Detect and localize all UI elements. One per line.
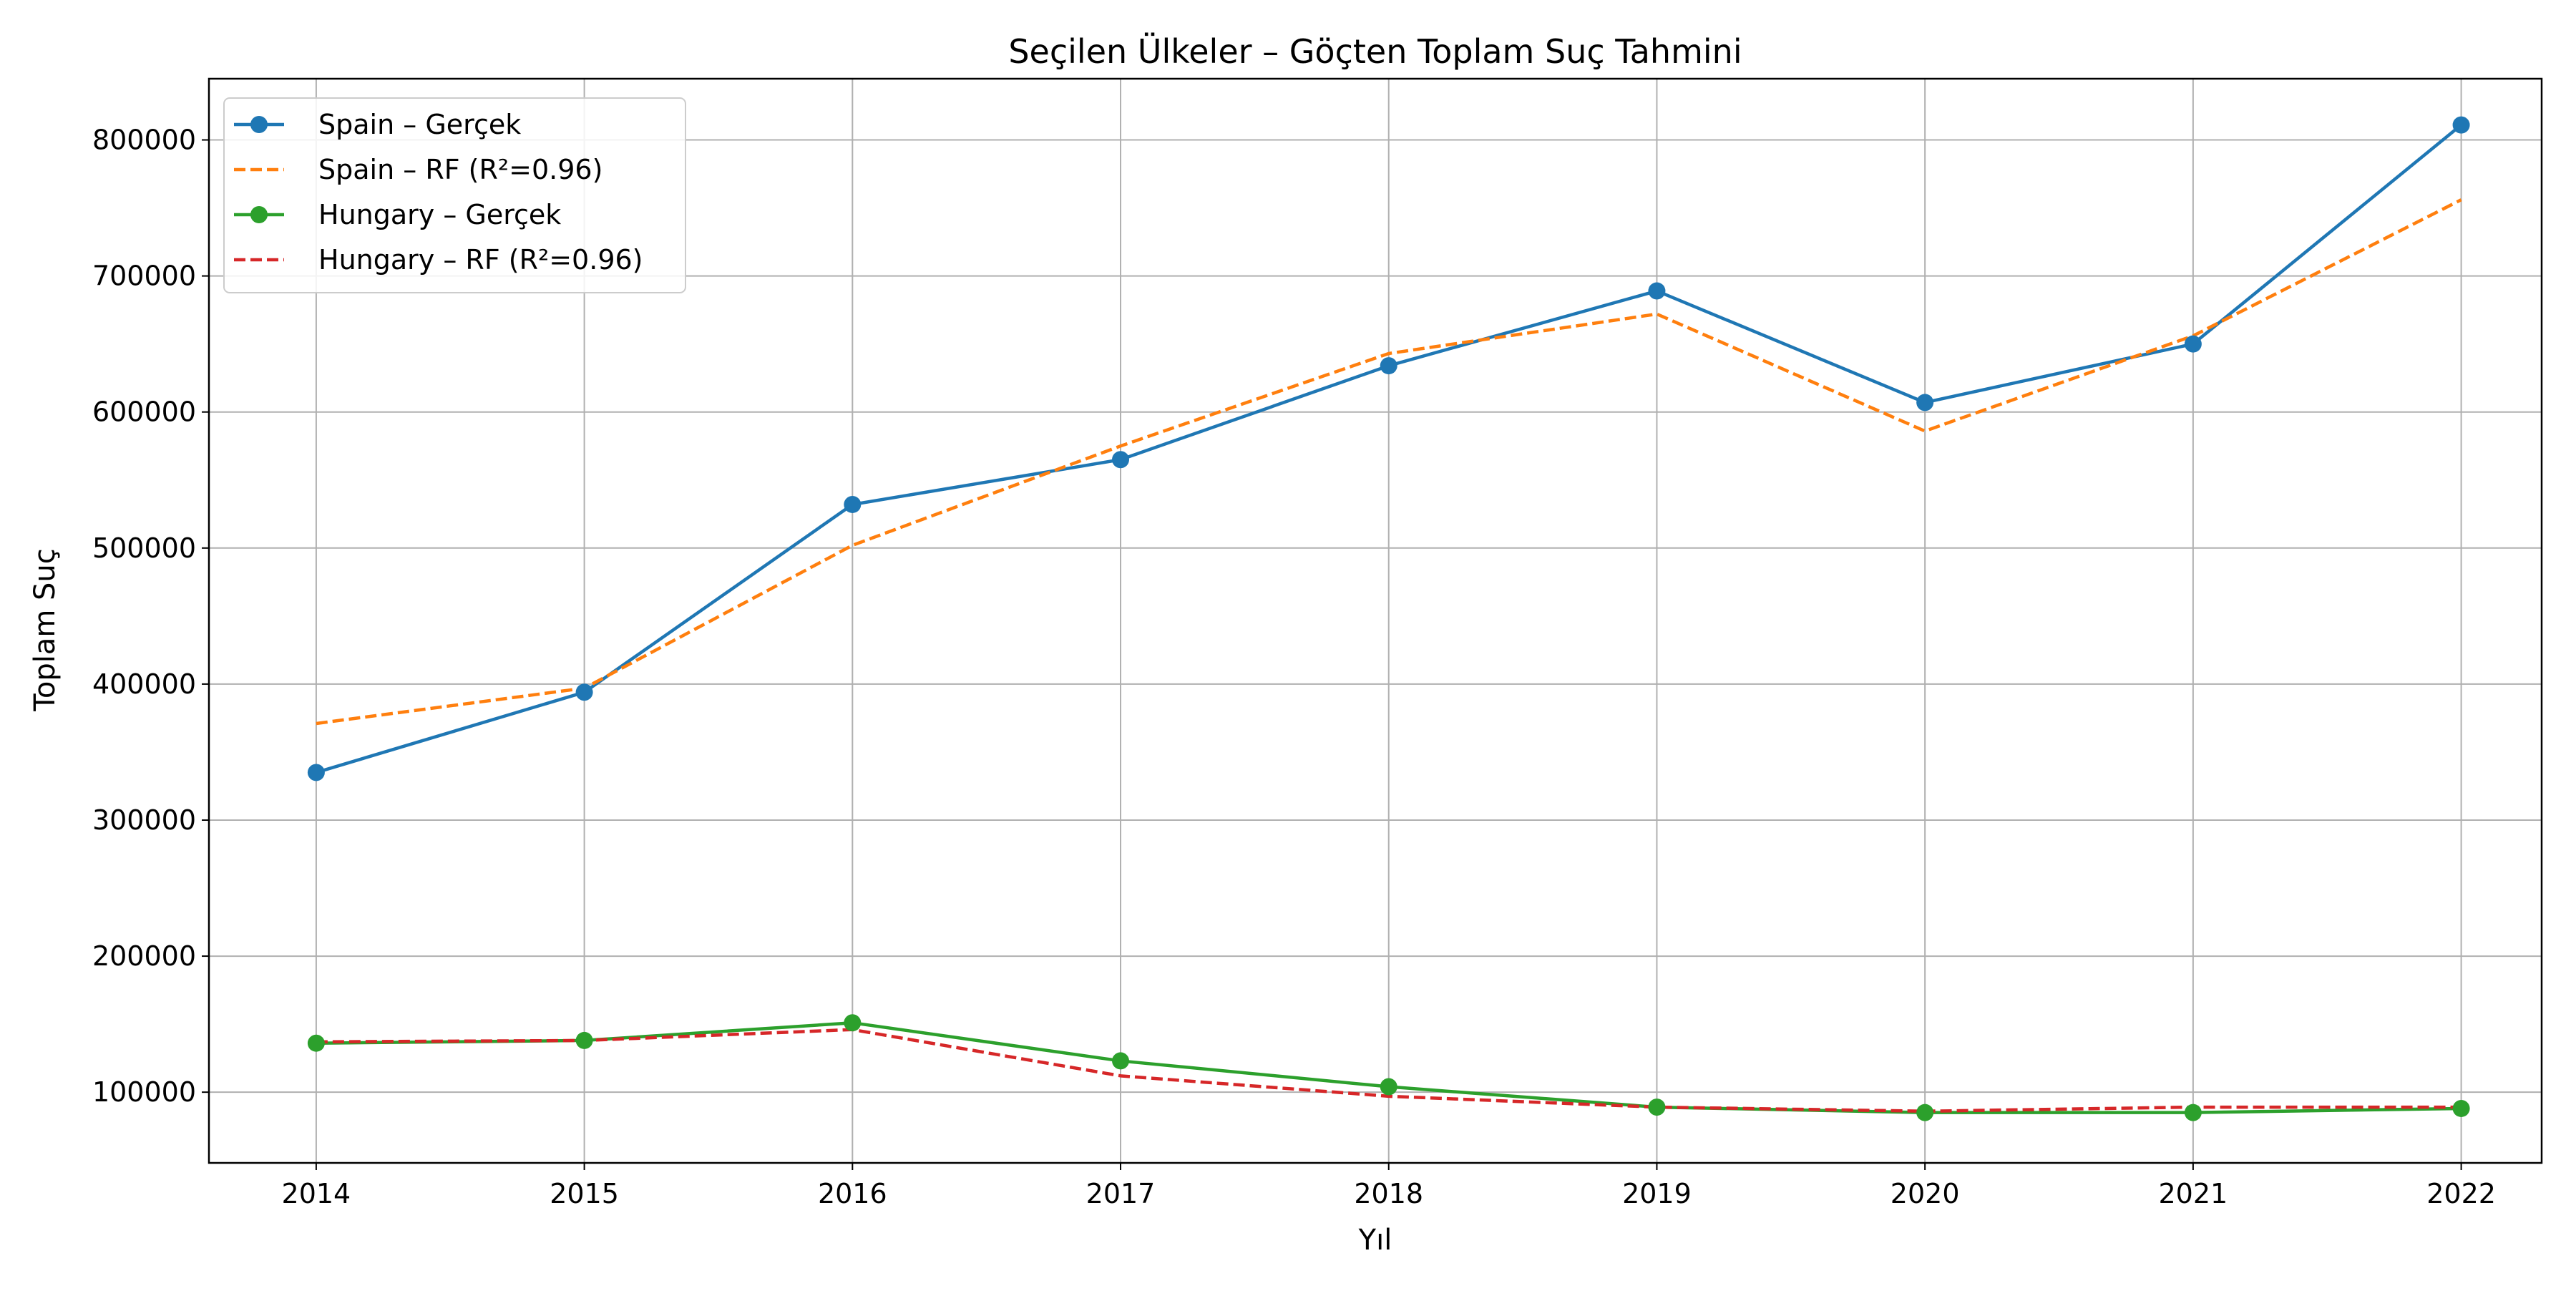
- grid-lines: [209, 79, 2542, 1163]
- legend-label: Spain – Gerçek: [318, 109, 521, 140]
- data-point: [844, 495, 862, 513]
- data-point: [2184, 1104, 2202, 1121]
- y-tick-label: 500000: [92, 532, 196, 564]
- data-point: [1648, 282, 1666, 300]
- data-point: [307, 1034, 325, 1052]
- data-point: [844, 1014, 862, 1032]
- data-point: [1648, 1098, 1666, 1116]
- data-point: [307, 764, 325, 781]
- data-point: [2184, 335, 2202, 353]
- legend-label: Spain – RF (R²=0.96): [318, 154, 602, 185]
- y-tick-label: 100000: [92, 1076, 196, 1108]
- x-tick-label: 2019: [1622, 1178, 1692, 1209]
- data-point: [2452, 1099, 2470, 1117]
- series-markers: [307, 116, 2470, 1121]
- x-tick-label: 2016: [818, 1178, 887, 1209]
- legend-box: [223, 97, 686, 293]
- data-point: [1112, 451, 1130, 469]
- plot-frame: [208, 77, 2543, 1164]
- data-point: [575, 1031, 593, 1049]
- y-tick-label: 600000: [92, 396, 196, 428]
- y-tick-label: 300000: [92, 804, 196, 836]
- x-tick-label: 2017: [1086, 1178, 1156, 1209]
- x-tick-label: 2015: [550, 1178, 619, 1209]
- data-point: [1916, 1104, 1934, 1121]
- x-tick-label: 2014: [282, 1178, 351, 1209]
- legend-marker: [250, 116, 268, 133]
- data-point: [1112, 1052, 1130, 1070]
- chart-title: Seçilen Ülkeler – Göçten Toplam Suç Tahm…: [1008, 32, 1742, 71]
- y-axis: 100000 200000 300000 400000 500000 600000 7000…: [92, 125, 209, 1108]
- x-tick-label: 2022: [2426, 1178, 2496, 1209]
- data-point: [2452, 116, 2470, 134]
- legend: Spain – Gerçek Spain – RF (R²=0.96) Hungar…: [223, 97, 686, 293]
- data-point: [1380, 1078, 1397, 1096]
- y-axis-label: Toplam Suç: [29, 548, 62, 712]
- y-tick-label: 200000: [92, 940, 196, 972]
- legend-marker: [250, 206, 268, 223]
- y-tick-label: 800000: [92, 125, 196, 156]
- legend-label: Hungary – RF (R²=0.96): [318, 244, 643, 276]
- legend-label: Hungary – Gerçek: [318, 199, 561, 230]
- x-tick-label: 2020: [1890, 1178, 1960, 1209]
- x-axis-label: Yıl: [1358, 1224, 1392, 1257]
- data-point: [575, 683, 593, 701]
- x-tick-label: 2018: [1354, 1178, 1423, 1209]
- data-point: [1380, 357, 1397, 375]
- x-axis: 2014 2015 2016 2017 2018 2019 2020 2021 2022: [282, 1163, 2496, 1209]
- data-point: [1916, 394, 1934, 411]
- y-tick-label: 400000: [92, 668, 196, 700]
- series-line-3: [316, 1028, 2462, 1114]
- series-line-1: [316, 198, 2462, 726]
- x-tick-label: 2021: [2159, 1178, 2228, 1209]
- y-tick-label: 700000: [92, 260, 196, 292]
